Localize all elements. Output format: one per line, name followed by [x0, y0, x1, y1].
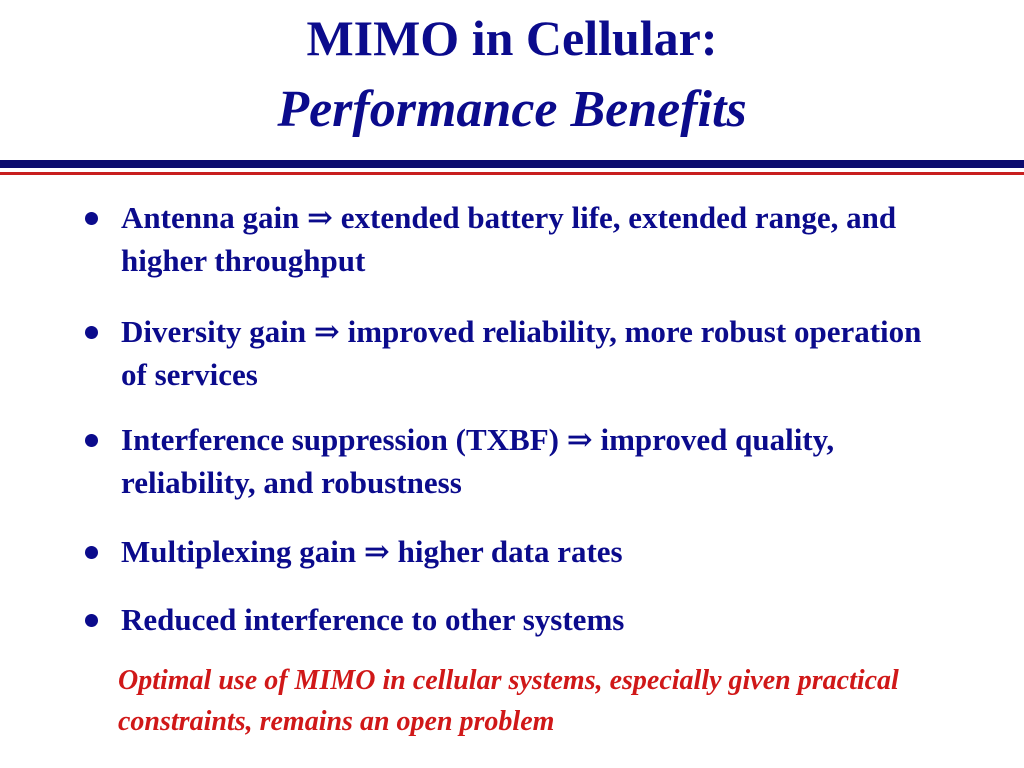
slide-title: MIMO in Cellular:	[306, 10, 718, 66]
bullet-text: Reduced interference to other systems	[121, 602, 625, 637]
bullet-text: Antenna gain ⇒ extended battery life, ex…	[121, 200, 897, 278]
bullet-dot-icon	[85, 326, 98, 339]
bullet-dot-icon	[85, 546, 98, 559]
title-divider-red	[0, 172, 1024, 175]
bullet-text: Multiplexing gain ⇒ higher data rates	[121, 534, 623, 569]
bullet-dot-icon	[85, 614, 98, 627]
slide-subtitle: Performance Benefits	[277, 81, 747, 138]
bullet-dot-icon	[85, 212, 98, 225]
title-divider-blue	[0, 160, 1024, 168]
bullet-dot-icon	[85, 434, 98, 447]
open-problem-note: Optimal use of MIMO in cellular systems,…	[118, 665, 899, 737]
bullet-text: Interference suppression (TXBF) ⇒ improv…	[121, 422, 835, 500]
bullet-text: Diversity gain ⇒ improved reliability, m…	[121, 314, 922, 392]
